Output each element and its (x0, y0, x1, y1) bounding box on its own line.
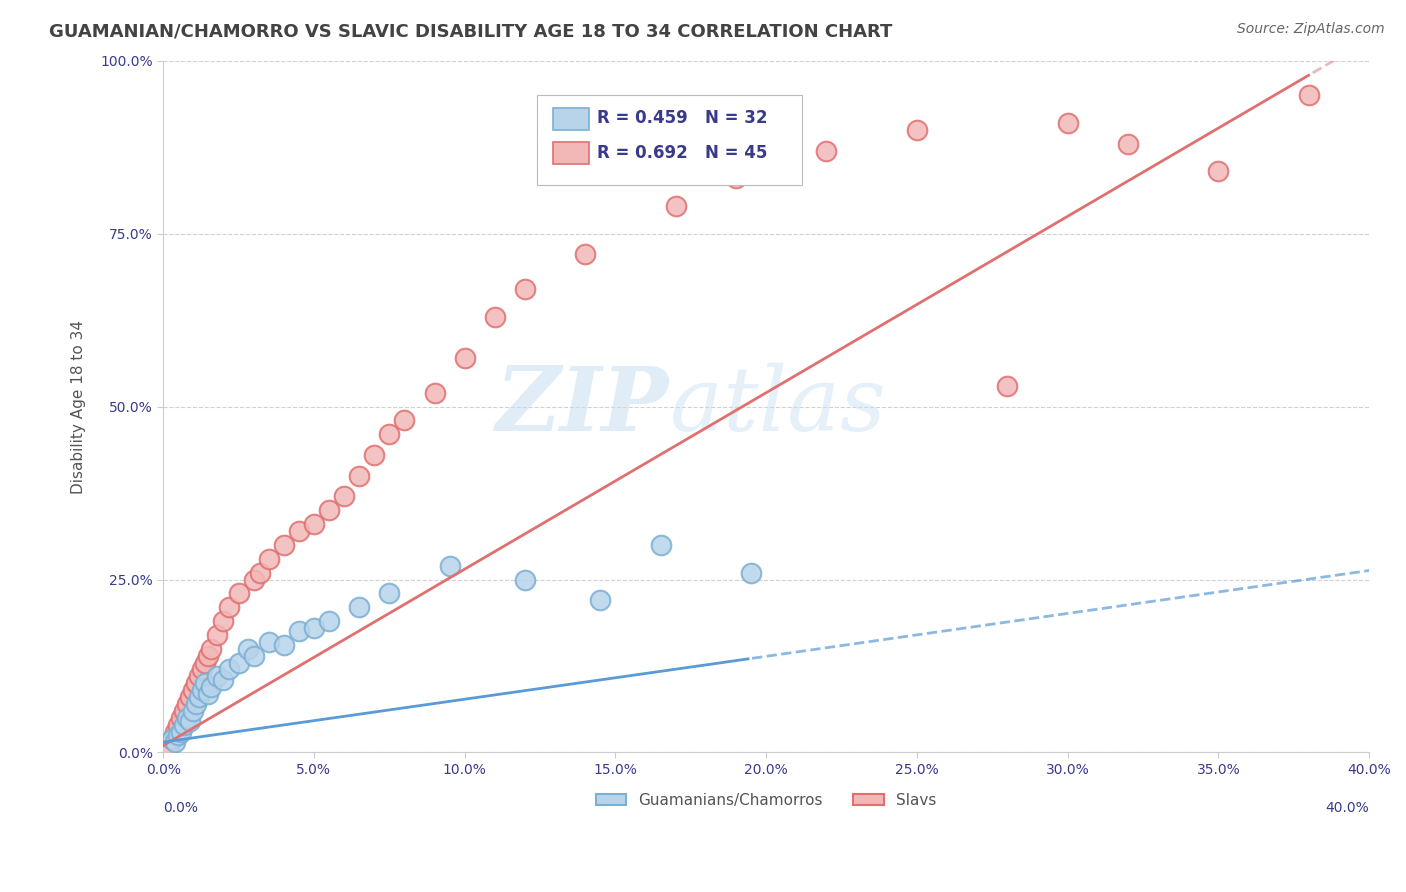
Point (589, 593, 612, 607)
Point (176, 711, 198, 725)
Point (188, 669, 211, 683)
Point (484, 310, 506, 324)
Point (194, 676, 217, 690)
FancyBboxPatch shape (537, 95, 803, 186)
Text: R = 0.692   N = 45: R = 0.692 N = 45 (598, 144, 768, 161)
Point (1056, 116, 1078, 130)
Point (394, 413, 416, 427)
Point (650, 538, 672, 552)
Point (333, 490, 356, 504)
Point (179, 690, 201, 705)
Point (200, 641, 222, 656)
Point (188, 690, 211, 705)
Point (1298, 88, 1320, 103)
Point (378, 586, 401, 600)
Point (439, 558, 461, 573)
Point (181, 704, 204, 718)
Point (173, 704, 195, 718)
Point (176, 697, 198, 711)
Point (191, 663, 214, 677)
Point (257, 551, 280, 566)
Point (197, 687, 219, 701)
Point (347, 468, 370, 483)
Point (1208, 164, 1230, 178)
Point (191, 683, 214, 698)
Point (574, 247, 596, 261)
Point (165, 735, 187, 749)
Point (228, 656, 250, 670)
Point (207, 628, 229, 642)
Point (347, 600, 370, 615)
Point (236, 641, 259, 656)
Point (1116, 136, 1139, 151)
Point (363, 448, 385, 462)
Point (513, 573, 536, 587)
Point (157, 739, 180, 753)
Point (249, 566, 271, 580)
Point (724, 171, 747, 186)
Point (302, 621, 325, 635)
Point (288, 624, 311, 639)
FancyBboxPatch shape (553, 143, 589, 164)
Point (318, 503, 340, 517)
Point (218, 600, 240, 615)
Point (173, 718, 195, 732)
Text: Source: ZipAtlas.com: Source: ZipAtlas.com (1237, 22, 1385, 37)
Point (212, 614, 235, 628)
Point (228, 586, 250, 600)
FancyBboxPatch shape (553, 108, 589, 130)
Point (160, 731, 183, 746)
Point (513, 282, 536, 296)
Point (665, 199, 688, 213)
Point (423, 385, 446, 400)
Point (318, 614, 340, 628)
Point (995, 379, 1018, 393)
Point (170, 711, 193, 725)
Point (378, 427, 401, 442)
Point (905, 123, 928, 137)
Text: 0.0%: 0.0% (163, 801, 198, 815)
Point (179, 714, 201, 729)
Legend: Guamanians/Chamorros, Slavs: Guamanians/Chamorros, Slavs (589, 787, 943, 814)
Point (165, 724, 187, 739)
Text: ZIP: ZIP (496, 363, 669, 450)
Point (242, 648, 264, 663)
Point (740, 566, 762, 580)
Point (207, 669, 229, 683)
Point (212, 673, 235, 687)
Y-axis label: Disability Age 18 to 34: Disability Age 18 to 34 (72, 319, 86, 493)
Point (160, 731, 183, 746)
Text: atlas: atlas (669, 363, 886, 450)
Text: GUAMANIAN/CHAMORRO VS SLAVIC DISABILITY AGE 18 TO 34 CORRELATION CHART: GUAMANIAN/CHAMORRO VS SLAVIC DISABILITY … (49, 22, 893, 40)
Point (167, 728, 190, 742)
Point (273, 538, 295, 552)
Point (170, 724, 193, 739)
Point (302, 517, 325, 532)
Text: R = 0.459   N = 32: R = 0.459 N = 32 (598, 109, 768, 127)
Point (218, 663, 240, 677)
Point (197, 648, 219, 663)
Point (242, 573, 264, 587)
Text: 40.0%: 40.0% (1326, 801, 1369, 815)
Point (257, 634, 280, 648)
Point (186, 697, 208, 711)
Point (815, 144, 838, 158)
Point (273, 638, 295, 652)
Point (194, 656, 217, 670)
Point (288, 524, 311, 538)
Point (453, 351, 475, 365)
Point (181, 683, 204, 698)
Point (200, 680, 222, 694)
Point (186, 676, 208, 690)
Point (167, 718, 190, 732)
